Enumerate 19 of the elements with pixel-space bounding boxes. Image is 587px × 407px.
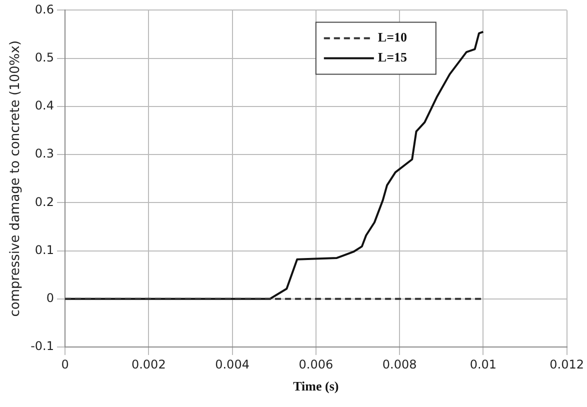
y-axis-title: compressive damage to concrete (100%x) [8,40,24,317]
x-tick-label: 0.004 [215,357,250,372]
x-axis-title: Time (s) [293,378,339,394]
x-tick-label: 0.006 [298,357,334,372]
x-tick-label: 0.008 [382,357,417,372]
y-tick-label: -0.1 [30,339,54,354]
y-tick-label: 0.1 [34,242,54,257]
y-tick-label: 0.3 [34,146,54,161]
x-tick-label: 0.01 [470,357,497,372]
y-tick-label: 0.5 [34,50,54,64]
legend-label: L=15 [378,50,408,65]
x-tick-label: 0.002 [131,357,166,372]
y-tick-label: 0.2 [34,194,54,209]
y-tick-label: 0 [46,291,54,306]
x-tick-label: 0.012 [550,357,584,372]
y-tick-label: 0.4 [34,98,54,113]
y-tick-label: 0.6 [34,2,54,16]
legend-label: L=10 [378,30,408,45]
x-tick-label: 0 [61,357,69,372]
